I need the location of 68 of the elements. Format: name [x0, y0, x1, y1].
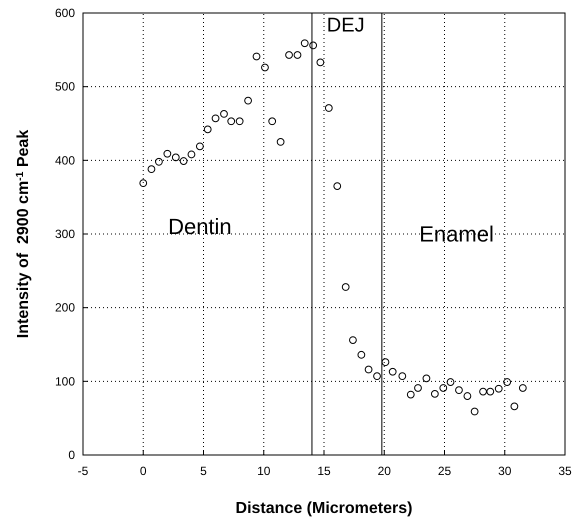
point [227, 117, 236, 126]
point [188, 150, 196, 158]
point [316, 58, 324, 66]
point [406, 390, 415, 398]
point [446, 378, 454, 386]
y-tick-label: 400 [54, 153, 76, 168]
point [486, 388, 494, 396]
point [494, 384, 503, 393]
y-tick-label: 200 [54, 300, 76, 315]
x-tick-label: 30 [498, 464, 512, 478]
point [236, 117, 244, 126]
point [252, 52, 260, 60]
point [470, 408, 479, 416]
x-axis-title: Distance (Micrometers) [236, 500, 412, 517]
y-tick-label: 500 [54, 80, 76, 94]
point [333, 182, 342, 190]
point [349, 336, 357, 344]
point [204, 126, 212, 134]
y-tick-label: 100 [54, 374, 76, 388]
point [357, 350, 366, 359]
point [172, 154, 180, 162]
point [510, 402, 518, 410]
point [276, 138, 285, 146]
point [373, 372, 381, 380]
point [422, 374, 430, 382]
point [180, 157, 188, 165]
point [388, 368, 397, 376]
point [324, 104, 333, 112]
point [155, 158, 163, 166]
point [244, 96, 252, 105]
x-tick-label: 0 [140, 464, 147, 478]
point [398, 372, 406, 380]
annotation: DEJ [326, 14, 365, 36]
point [382, 358, 390, 366]
point [285, 51, 293, 59]
point [464, 392, 472, 400]
x-tick-label: 5 [200, 464, 208, 478]
point [342, 283, 350, 291]
y-tick-label: 0 [68, 448, 76, 462]
x-tick-label: 35 [558, 464, 572, 478]
point [364, 366, 372, 374]
point [479, 388, 487, 396]
point [518, 384, 527, 392]
x-tick-label: 15 [317, 464, 331, 478]
point [439, 384, 448, 392]
point [294, 51, 302, 59]
point [414, 384, 422, 392]
point [220, 110, 228, 118]
x-tick-label: -5 [78, 464, 89, 478]
x-tick-label: 10 [257, 464, 271, 478]
point [455, 386, 463, 394]
point [163, 150, 172, 158]
point [212, 114, 220, 122]
x-tick-label: 20 [378, 464, 392, 478]
point [309, 42, 318, 50]
point [268, 117, 276, 126]
point [261, 64, 269, 72]
point [196, 142, 204, 150]
point [430, 390, 439, 398]
annotation: Dentin [168, 214, 232, 239]
point [148, 165, 156, 174]
y-tick-label: 600 [54, 6, 76, 20]
x-tick-label: 25 [438, 464, 452, 478]
annotation: Enamel [419, 221, 494, 246]
y-tick-label: 300 [54, 227, 76, 241]
point [139, 179, 148, 188]
point [503, 378, 512, 386]
point [300, 39, 309, 48]
